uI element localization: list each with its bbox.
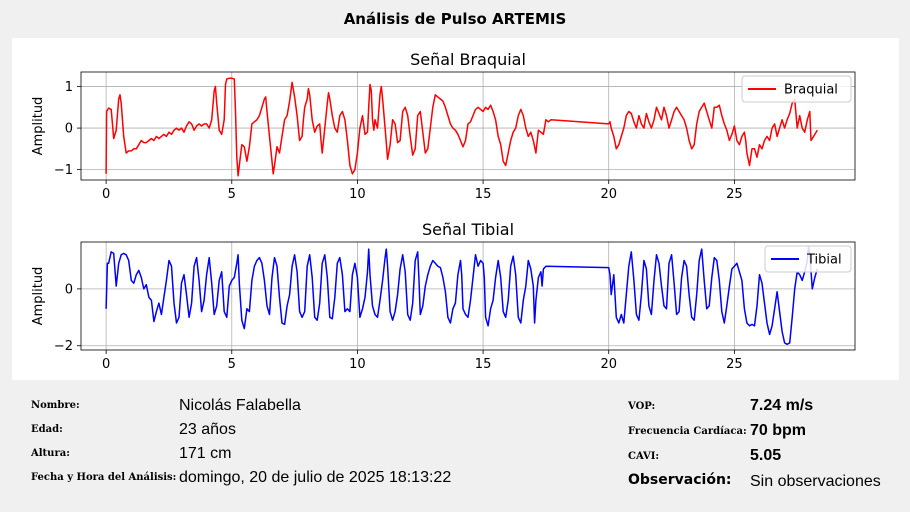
x-tick-label: 25: [726, 187, 743, 202]
y-axis-label: Amplitud: [31, 97, 46, 156]
legend-box: [741, 75, 852, 103]
datetime-value: domingo, 20 de julio de 2025 18:13:22: [179, 469, 452, 486]
cavi-value: 5.05: [750, 447, 782, 464]
axes-frame: [80, 71, 856, 181]
legend-box: [764, 245, 852, 273]
x-tick-label: 20: [600, 187, 617, 202]
heart-rate-value: 70 bpm: [750, 422, 807, 439]
observation-value: Sin observaciones: [750, 473, 881, 490]
series-line: [105, 77, 818, 177]
age-label: Edad:: [31, 424, 63, 435]
height-value: 171 cm: [179, 445, 232, 462]
y-tick-label: 0: [65, 282, 73, 297]
chart-title: Señal Braquial: [410, 50, 526, 69]
y-tick-label: −1: [54, 163, 73, 178]
x-tick-label: 15: [475, 357, 492, 372]
x-tick-label: 5: [228, 187, 236, 202]
heart-rate-label: Frecuencia Cardíaca:: [628, 426, 747, 437]
vop-label: VOP:: [628, 401, 656, 412]
x-tick-label: 15: [475, 187, 492, 202]
name-label: Nombre:: [31, 400, 80, 411]
y-tick-label: −2: [54, 339, 73, 354]
y-tick-label: 1: [65, 80, 73, 95]
cavi-label: CAVI:: [628, 451, 660, 462]
charts-figure: Señal Braquial 0 5 10 15 20 25 −1 0 1 Amplitud Braq…: [31, 50, 856, 372]
x-tick-label: 0: [102, 357, 110, 372]
x-tick-label: 20: [600, 357, 617, 372]
datetime-label: Fecha y Hora del Análisis:: [31, 472, 177, 483]
axes-frame: [80, 241, 856, 351]
legend-label: Braquial: [784, 83, 838, 98]
legend-label: Tibial: [806, 253, 842, 268]
vop-value: 7.24 m/s: [750, 397, 814, 414]
x-tick-label: 10: [349, 187, 366, 202]
chart-title: Señal Tibial: [422, 220, 514, 239]
observation-label: Observación:: [628, 472, 732, 488]
x-tick-label: 10: [349, 357, 366, 372]
series-line: [105, 245, 819, 346]
window-title: Análisis de Pulso ARTEMIS: [343, 10, 567, 28]
x-tick-label: 0: [102, 187, 110, 202]
height-label: Altura:: [31, 448, 70, 459]
plot-area: Señal Braquial 0 5 10 15 20 25 −1 0 1 Amplitud Braq…: [12, 38, 899, 380]
y-axis-label: Amplitud: [31, 267, 46, 326]
tibial-chart: Señal Tibial 0 5 10 15 20 25 −2 0 Amplitud Tibial: [31, 220, 856, 372]
x-tick-label: 5: [228, 357, 236, 372]
braquial-chart: Señal Braquial 0 5 10 15 20 25 −1 0 1 Amplitud Braq…: [31, 50, 856, 202]
x-tick-label: 25: [726, 357, 743, 372]
y-tick-label: 0: [65, 122, 73, 137]
age-value: 23 años: [179, 421, 236, 438]
name-value: Nicolás Falabella: [179, 397, 301, 414]
